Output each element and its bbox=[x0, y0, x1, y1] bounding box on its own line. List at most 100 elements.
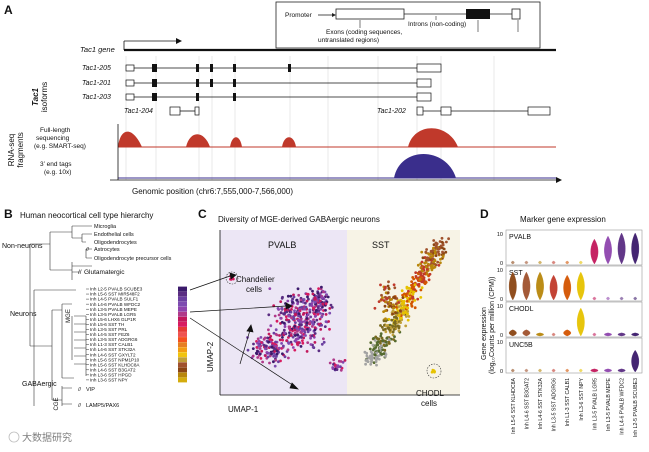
umap-point bbox=[256, 341, 259, 345]
umap-point bbox=[420, 260, 424, 264]
umap-point bbox=[390, 318, 394, 322]
umap-point bbox=[382, 343, 386, 347]
umap-point bbox=[431, 368, 435, 372]
umap-point bbox=[313, 300, 317, 304]
umap-point bbox=[300, 336, 303, 339]
umap-point bbox=[379, 341, 382, 345]
umap-point bbox=[317, 294, 321, 297]
umap-point bbox=[368, 356, 372, 359]
umap-point bbox=[379, 352, 383, 355]
isoform-label: Tac1-205 bbox=[82, 65, 111, 72]
umap-point bbox=[267, 352, 271, 355]
umap-point bbox=[401, 308, 405, 312]
mge-type-label: Inh L4-6 SST GXYLT2 bbox=[90, 352, 136, 357]
umap-point bbox=[282, 312, 285, 316]
panel-a: A Promoter Introns (non-coding) Exons (c… bbox=[4, 1, 562, 196]
mge-swatch bbox=[178, 347, 187, 353]
umap-point bbox=[319, 307, 323, 311]
umap-point bbox=[435, 244, 438, 247]
umap-point bbox=[301, 320, 304, 324]
umap-point bbox=[311, 289, 314, 293]
umap-point bbox=[280, 320, 284, 324]
umap-point bbox=[313, 332, 317, 335]
umap-point bbox=[329, 303, 333, 307]
umap-point bbox=[339, 368, 343, 372]
umap-point bbox=[256, 356, 260, 359]
umap-point bbox=[299, 345, 303, 348]
umap-point bbox=[385, 297, 389, 300]
umap-point bbox=[406, 303, 409, 307]
umap-point bbox=[404, 315, 408, 318]
umap-point bbox=[308, 310, 312, 314]
umap-point bbox=[328, 311, 332, 315]
umap-point bbox=[408, 297, 412, 301]
umap-point bbox=[309, 336, 312, 340]
umap-point bbox=[311, 292, 315, 296]
umap-point bbox=[413, 283, 417, 287]
violin-mark bbox=[631, 232, 640, 265]
mge-swatch bbox=[178, 311, 187, 317]
violin-mark bbox=[604, 332, 612, 337]
connector-arrows bbox=[189, 272, 299, 390]
umap-point bbox=[294, 321, 297, 324]
umap-point bbox=[376, 340, 380, 344]
mge-swatch bbox=[178, 291, 187, 297]
violin-mark bbox=[617, 332, 626, 337]
violin-panel-frame bbox=[505, 337, 643, 374]
umap-point bbox=[309, 343, 313, 346]
group-gabaergic: GABAergic bbox=[22, 381, 57, 388]
umap-point bbox=[294, 337, 298, 341]
umap-point bbox=[403, 305, 407, 309]
violin-mark bbox=[579, 368, 583, 373]
region-pvalb: PVALB bbox=[268, 240, 296, 250]
umap-point bbox=[267, 340, 270, 344]
violin-xlabels: Inh L5-6 SST KLHDC8A Inh L4-6 SST B3GAT2 I… bbox=[511, 377, 639, 437]
umap-point bbox=[394, 313, 398, 317]
umap-point bbox=[405, 306, 409, 310]
genomic-axis-label: Genomic position (chr6:7,555,000-7,566,0… bbox=[132, 187, 293, 196]
umap-point bbox=[324, 302, 328, 306]
umap-point bbox=[274, 328, 278, 332]
umap-point bbox=[363, 350, 367, 354]
umap-point bbox=[373, 306, 377, 310]
umap-point bbox=[386, 326, 390, 330]
panel-d-ylabel: Gene expression (log₁₀Counts per million… bbox=[481, 277, 496, 374]
group-non-neurons: Non-neurons bbox=[2, 243, 43, 250]
umap-point bbox=[277, 360, 280, 364]
umap-point bbox=[297, 312, 301, 315]
umap-point bbox=[387, 317, 391, 321]
umap-point bbox=[421, 269, 424, 273]
umap-point bbox=[299, 298, 303, 302]
violin-x-label: Inh L4-6 PVALB WFDC2 bbox=[620, 378, 626, 435]
umap-point bbox=[305, 317, 309, 320]
exon-guides bbox=[125, 56, 495, 180]
legend-introns: Introns (non-coding) bbox=[408, 21, 466, 28]
violin-tick: 10 bbox=[497, 268, 503, 274]
umap-point bbox=[401, 293, 404, 297]
umap-point bbox=[391, 309, 395, 313]
svg-text:sequencing: sequencing bbox=[36, 135, 70, 142]
umap-point bbox=[439, 257, 442, 261]
umap-point bbox=[300, 327, 304, 331]
svg-text://: // bbox=[86, 247, 90, 253]
umap-point bbox=[372, 337, 375, 340]
umap-point bbox=[397, 314, 401, 317]
violin-panel-frame bbox=[505, 301, 643, 338]
violin-mark bbox=[592, 296, 597, 301]
umap-point bbox=[306, 313, 310, 316]
umap-point bbox=[438, 247, 442, 250]
isoform-tracks: Tac1-205 Tac1-201 Tac1-203 bbox=[82, 63, 551, 116]
umap-point bbox=[384, 355, 387, 358]
mge-swatch bbox=[178, 301, 187, 307]
umap-point bbox=[365, 358, 369, 362]
umap-point bbox=[296, 333, 299, 337]
mge-swatch bbox=[178, 327, 187, 332]
umap-point bbox=[283, 325, 287, 328]
legend-box: Promoter Introns (non-coding) Exons (cod… bbox=[275, 1, 541, 49]
umap-point bbox=[274, 358, 278, 362]
umap-point bbox=[380, 325, 384, 329]
umap-point bbox=[257, 339, 261, 343]
umap-point bbox=[284, 315, 288, 318]
